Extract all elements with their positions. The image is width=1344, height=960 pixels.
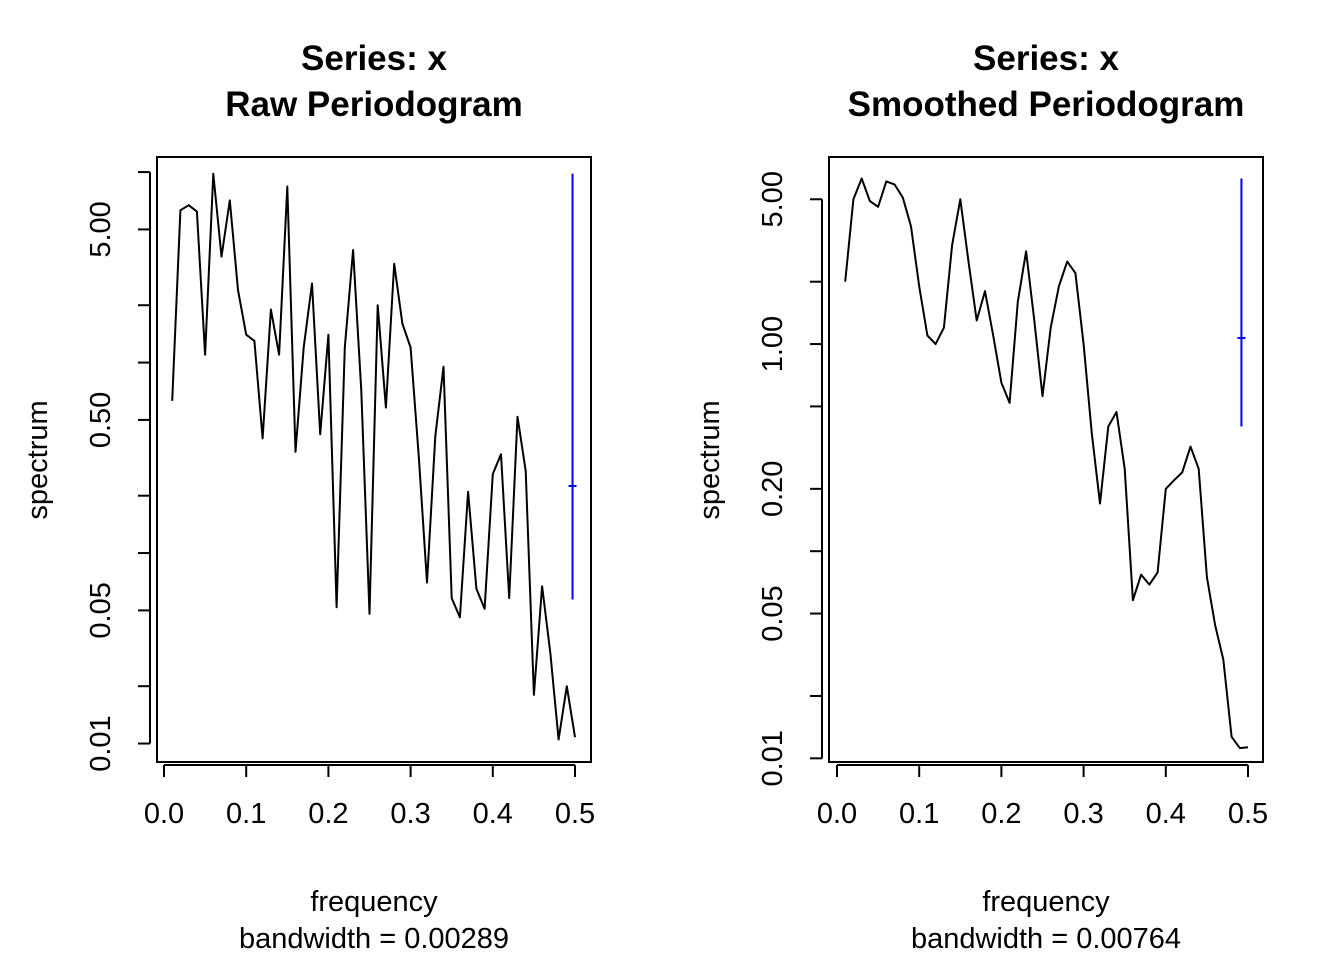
- smoothed-periodogram-panel: Series: x Smoothed Periodogram 0.0 0.1 0.2…: [694, 39, 1268, 955]
- y-tick-label: 0.05: [757, 585, 789, 641]
- y-axis: 0.01 0.05 0.50 5.00: [85, 171, 151, 772]
- raw-periodogram-panel: Series: x Raw Periodogram 0.0 0.1 0.2 0.3 0.…: [22, 39, 595, 955]
- spectrum-line: [844, 177, 1249, 750]
- y-tick-label: 0.20: [757, 461, 789, 517]
- x-tick-label: 0.5: [1228, 798, 1268, 830]
- y-tick-label: 5.00: [85, 201, 117, 257]
- x-tick-label: 0.1: [899, 798, 939, 830]
- x-axis-label: frequency: [310, 886, 438, 918]
- x-tick-label: 0.3: [1063, 798, 1103, 830]
- x-tick-label: 0.0: [817, 798, 857, 830]
- chart-title: Series: x: [301, 39, 447, 78]
- x-tick-label: 0.1: [226, 798, 266, 830]
- x-tick-label: 0.0: [144, 798, 184, 830]
- y-tick-label: 0.01: [85, 715, 117, 771]
- y-tick-label: 5.00: [757, 171, 789, 227]
- confidence-bar: [568, 173, 577, 600]
- bandwidth-label: bandwidth = 0.00289: [239, 923, 509, 955]
- chart-subtitle: Raw Periodogram: [225, 85, 523, 124]
- chart-subtitle: Smoothed Periodogram: [848, 85, 1245, 124]
- x-tick-label: 0.3: [390, 798, 430, 830]
- series-group: [171, 172, 576, 741]
- x-tick-label: 0.5: [555, 798, 595, 830]
- x-tick-label: 0.4: [1146, 798, 1186, 830]
- y-axis-label: spectrum: [694, 400, 726, 519]
- y-tick-label: 0.50: [85, 392, 117, 448]
- x-tick-label: 0.2: [981, 798, 1021, 830]
- plot-frame: [156, 156, 592, 763]
- confidence-bar: [1237, 178, 1246, 427]
- y-axis-label: spectrum: [22, 400, 54, 519]
- x-tick-label: 0.4: [473, 798, 513, 830]
- x-tick-label: 0.2: [308, 798, 348, 830]
- bandwidth-label: bandwidth = 0.00764: [911, 923, 1181, 955]
- x-axis: 0.0 0.1 0.2 0.3 0.4 0.5: [817, 764, 1268, 830]
- x-axis-label: frequency: [982, 886, 1110, 918]
- series-group: [844, 177, 1249, 750]
- y-tick-label: 1.00: [757, 316, 789, 372]
- chart-title: Series: x: [973, 39, 1119, 78]
- spectrum-line: [171, 172, 576, 741]
- y-axis: 0.01 0.05 0.20 1.00 5.00: [757, 171, 823, 787]
- y-tick-label: 0.01: [757, 730, 789, 786]
- y-tick-label: 0.05: [85, 582, 117, 638]
- plot-frame: [828, 156, 1264, 763]
- x-axis: 0.0 0.1 0.2 0.3 0.4 0.5: [144, 764, 595, 830]
